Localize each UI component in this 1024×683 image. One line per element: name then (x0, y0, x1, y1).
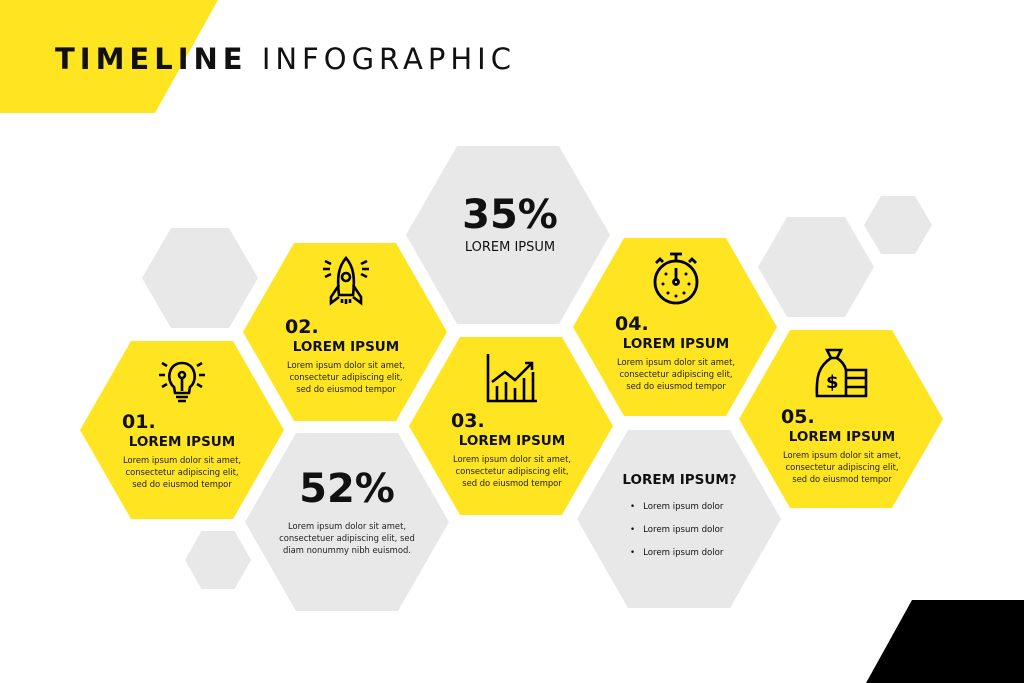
line: consectetuer adipiscing elit, sed (279, 533, 415, 543)
step-description: Lorem ipsum dolor sit amet, consectetur a… (451, 453, 573, 489)
list-item: Lorem ipsum dolor (630, 548, 747, 558)
hex-step-01 (80, 341, 284, 519)
stat-52: 52% Lorem ipsum dolor sit amet, consectet… (262, 466, 432, 556)
step-number: 05. (781, 406, 815, 428)
list-item: Lorem ipsum dolor (630, 502, 747, 512)
hex-step-02 (243, 243, 447, 421)
step-heading: LOREM IPSUM (128, 434, 236, 450)
hex-question (577, 430, 781, 608)
question-heading: LOREM IPSUM? (622, 472, 737, 488)
line: consectetur adipiscing elit, (289, 372, 403, 382)
step-05: 05. LOREM IPSUM Lorem ipsum dolor sit am… (781, 406, 903, 485)
step-description: Lorem ipsum dolor sit amet, consectetur a… (615, 356, 737, 392)
svg-text:$: $ (826, 372, 839, 393)
title-light: INFOGRAPHIC (261, 42, 516, 76)
step-description: Lorem ipsum dolor sit amet, consectetur a… (781, 449, 903, 485)
line: Lorem ipsum dolor sit amet, (122, 455, 242, 465)
line: sed do eiusmod tempor (792, 474, 892, 484)
step-description: Lorem ipsum dolor sit amet, consectetur a… (122, 454, 242, 490)
corner-accent-bottom-right (866, 600, 1024, 683)
corner-accent-top-left (0, 0, 218, 113)
line: Lorem ipsum dolor sit amet, (452, 454, 572, 464)
step-number: 03. (451, 410, 485, 432)
step-02: 02. LOREM IPSUM Lorem ipsum dolor sit am… (285, 316, 407, 395)
hex-deco (758, 217, 874, 317)
line: consectetur adipiscing elit, (785, 462, 899, 472)
bullet-list: Lorem ipsum dolor Lorem ipsum dolor Lore… (630, 502, 747, 558)
stat-description: Lorem ipsum dolor sit amet, consectetuer … (262, 520, 432, 556)
line: Lorem ipsum dolor sit amet, (286, 360, 406, 370)
stat-value: 35% (462, 192, 558, 238)
step-heading: LOREM IPSUM (458, 433, 566, 449)
step-number: 01. (122, 411, 156, 433)
step-heading: LOREM IPSUM (622, 336, 730, 352)
stat-label: LOREM IPSUM (464, 240, 556, 255)
line: Lorem ipsum dolor sit amet, (287, 521, 407, 531)
hex-stat-52 (245, 433, 449, 611)
hex-deco (185, 531, 251, 589)
hex-step-05 (739, 330, 943, 508)
step-heading: LOREM IPSUM (788, 429, 896, 445)
list-item: Lorem ipsum dolor (630, 525, 747, 535)
hex-deco (864, 196, 932, 254)
line: Lorem ipsum dolor sit amet, (782, 450, 902, 460)
step-heading: LOREM IPSUM (292, 339, 400, 355)
hex-stat-35 (406, 146, 610, 324)
stopwatch-icon (653, 252, 699, 305)
hex-deco (142, 228, 258, 328)
hex-step-03 (409, 337, 613, 515)
step-number: 04. (615, 313, 649, 335)
lightbulb-icon (159, 361, 205, 403)
step-01: 01. LOREM IPSUM Lorem ipsum dolor sit am… (122, 411, 242, 490)
line: sed do eiusmod tempor (626, 381, 726, 391)
growth-chart-icon (486, 354, 537, 403)
line: Lorem ipsum dolor sit amet, (616, 357, 736, 367)
line: consectetur adipiscing elit, (619, 369, 733, 379)
line: sed do eiusmod tempor (296, 384, 396, 394)
line: consectetur adipiscing elit, (455, 466, 569, 476)
rocket-icon (323, 256, 369, 306)
stat-value: 52% (299, 466, 395, 512)
stat-35: 35% LOREM IPSUM (430, 192, 590, 255)
step-03: 03. LOREM IPSUM Lorem ipsum dolor sit am… (451, 410, 573, 489)
line: diam nonummy nibh euismod. (283, 545, 411, 555)
step-number: 02. (285, 316, 319, 338)
money-bag-icon: $ (815, 348, 868, 398)
step-04: 04. LOREM IPSUM Lorem ipsum dolor sit am… (615, 313, 737, 392)
title-bold: TIMELINE (55, 42, 248, 76)
line: sed do eiusmod tempor (132, 479, 232, 489)
line: sed do eiusmod tempor (462, 478, 562, 488)
hex-step-04 (573, 238, 777, 416)
line: consectetur adipiscing elit, (125, 467, 239, 477)
question-block: LOREM IPSUM? Lorem ipsum dolor Lorem ips… (612, 471, 747, 571)
step-description: Lorem ipsum dolor sit amet, consectetur a… (285, 359, 407, 395)
page-title: TIMELINE INFOGRAPHIC (55, 42, 516, 76)
